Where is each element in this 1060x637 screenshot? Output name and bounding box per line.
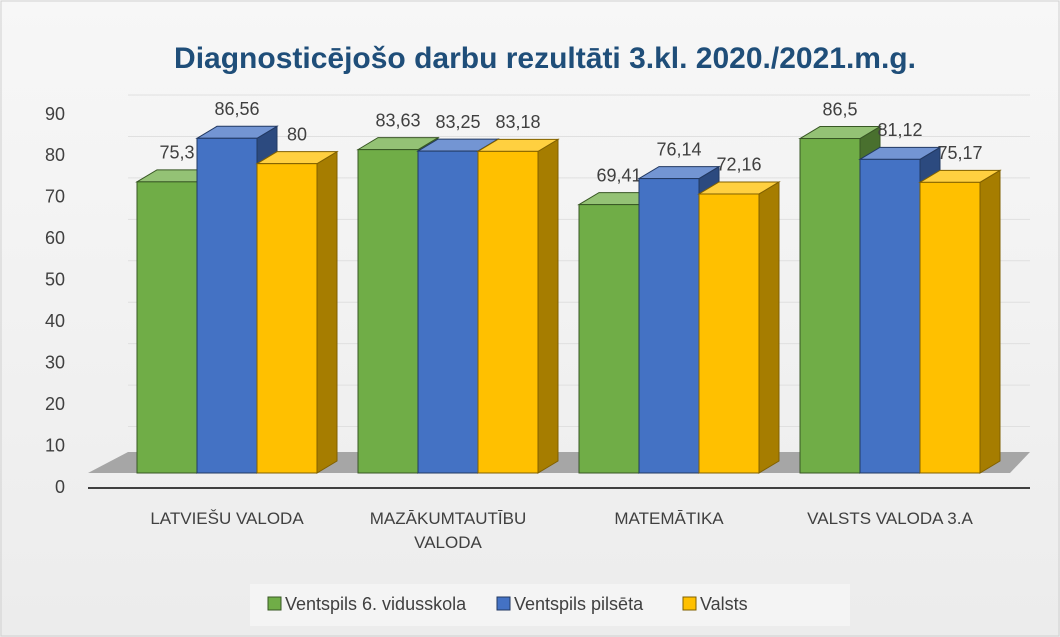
value-label: 86,5: [822, 99, 857, 119]
bar-side: [758, 181, 780, 474]
value-label: 72,16: [716, 155, 761, 175]
x-tick-label: VALSTS VALODA 3.A: [807, 509, 973, 528]
bar: [196, 137, 258, 474]
bar-side: [537, 138, 559, 474]
value-label: 76,14: [656, 139, 701, 159]
bar-side: [316, 150, 338, 474]
value-label: 80: [287, 124, 307, 144]
legend-swatch: [682, 596, 697, 611]
value-label: 83,18: [495, 112, 540, 132]
bar: [638, 178, 700, 474]
bar: [256, 163, 318, 474]
value-label: 81,12: [877, 120, 922, 140]
value-label: 83,25: [435, 112, 480, 132]
y-tick-label: 80: [45, 145, 65, 165]
x-tick-label: LATVIEŠU VALODA: [150, 509, 304, 528]
value-label: 75,3: [159, 143, 194, 163]
bar: [357, 149, 419, 474]
x-tick-label: MATEMĀTIKA: [614, 509, 724, 528]
legend-label: Valsts: [700, 594, 748, 614]
bar: [859, 158, 921, 474]
x-tick-label: MAZĀKUMTAUTĪBU VALODA: [369, 509, 527, 552]
legend-swatch: [267, 596, 282, 611]
legend-swatch: [496, 596, 511, 611]
y-tick-label: 50: [45, 270, 65, 290]
bar: [919, 181, 981, 474]
bar: [698, 193, 760, 474]
bar: [799, 138, 861, 474]
y-tick-label: 0: [55, 477, 65, 497]
bar: [136, 181, 198, 474]
chart-title: Diagnosticējošo darbu rezultāti 3.kl. 20…: [174, 42, 916, 75]
y-tick-label: 90: [45, 104, 65, 124]
legend-box: [250, 584, 850, 626]
legend-label: Ventspils pilsēta: [514, 594, 644, 614]
bar-side: [979, 169, 1001, 474]
y-tick-label: 20: [45, 394, 65, 414]
y-tick-label: 70: [45, 187, 65, 207]
bar: [578, 204, 640, 474]
y-tick-label: 60: [45, 228, 65, 248]
bar: [477, 150, 539, 474]
value-label: 69,41: [596, 165, 641, 185]
y-tick-label: 30: [45, 352, 65, 372]
y-tick-label: 40: [45, 311, 65, 331]
value-label: 75,17: [937, 143, 982, 163]
y-tick-label: 10: [45, 435, 65, 455]
value-label: 83,63: [375, 110, 420, 130]
value-label: 86,56: [214, 99, 259, 119]
legend-label: Ventspils 6. vidusskola: [285, 594, 467, 614]
bar: [417, 150, 479, 474]
